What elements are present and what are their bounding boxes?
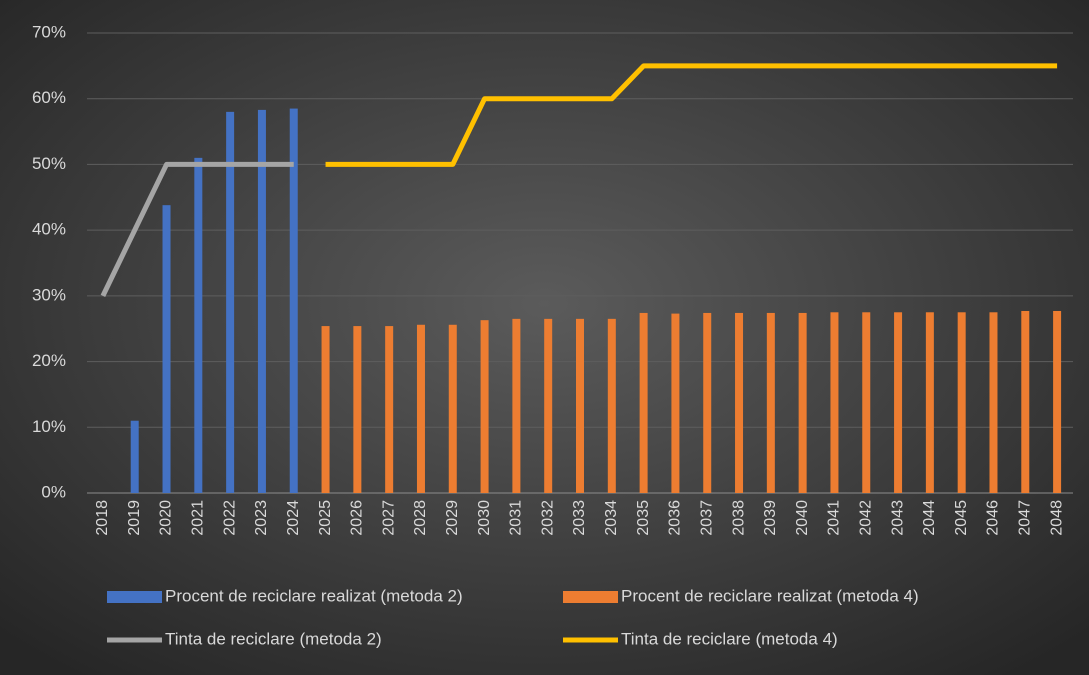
x-tick-label: 2020 <box>158 500 175 536</box>
x-tick-label: 2042 <box>857 500 874 536</box>
bar <box>639 312 648 493</box>
x-tick-label: 2030 <box>476 500 493 536</box>
bar <box>957 312 966 493</box>
bar <box>353 326 362 493</box>
bar <box>194 157 203 493</box>
x-tick-label: 2023 <box>253 500 270 536</box>
bar <box>735 312 744 493</box>
x-tick-label: 2028 <box>412 500 429 536</box>
y-tick-label: 50% <box>32 154 66 173</box>
x-tick-label: 2019 <box>126 500 143 536</box>
x-tick-label: 2035 <box>635 500 652 536</box>
x-tick-label: 2031 <box>508 500 525 536</box>
bar <box>416 324 425 493</box>
line <box>325 63 1058 167</box>
x-tick-label: 2018 <box>94 500 111 536</box>
legend-label: Tinta de reciclare (metoda 4) <box>621 629 838 648</box>
bar <box>766 312 775 493</box>
legend-swatch <box>107 591 162 603</box>
bar <box>480 320 489 493</box>
x-tick-label: 2032 <box>539 500 556 536</box>
legend-label: Tinta de reciclare (metoda 2) <box>165 629 382 648</box>
bar <box>703 312 712 493</box>
bar <box>607 318 616 493</box>
bar <box>925 312 934 493</box>
x-tick-label: 2021 <box>190 500 207 536</box>
x-tick-label: 2022 <box>221 500 238 536</box>
x-tick-label: 2029 <box>444 500 461 536</box>
x-tick-label: 2025 <box>317 500 334 536</box>
x-tick-label: 2037 <box>698 500 715 536</box>
legend-label: Procent de reciclare realizat (metoda 4) <box>621 586 919 605</box>
x-tick-label: 2039 <box>762 500 779 536</box>
bar <box>512 318 521 493</box>
bar <box>671 313 680 493</box>
x-tick-label: 2040 <box>794 500 811 536</box>
bar <box>989 312 998 493</box>
bar <box>544 318 553 493</box>
x-tick-label: 2026 <box>349 500 366 536</box>
y-tick-label: 0% <box>41 482 66 501</box>
x-tick-label: 2046 <box>985 500 1002 536</box>
y-tick-label: 60% <box>32 88 66 107</box>
bar <box>257 109 266 493</box>
line <box>100 161 294 297</box>
bar <box>385 326 394 493</box>
legend-swatch <box>563 591 618 603</box>
bar <box>289 108 298 494</box>
bar <box>576 318 584 493</box>
legend-label: Procent de reciclare realizat (metoda 2) <box>165 586 463 605</box>
y-tick-label: 40% <box>32 220 66 239</box>
x-tick-label: 2048 <box>1048 500 1065 536</box>
x-tick-label: 2041 <box>826 500 843 536</box>
bar <box>1053 310 1062 493</box>
x-tick-label: 2034 <box>603 500 620 536</box>
x-tick-label: 2044 <box>921 500 938 536</box>
y-tick-label: 70% <box>32 22 66 41</box>
bar <box>894 312 903 493</box>
x-tick-label: 2033 <box>571 500 588 536</box>
x-tick-label: 2043 <box>889 500 906 536</box>
x-tick-label: 2038 <box>730 500 747 536</box>
bar <box>130 420 139 493</box>
x-tick-label: 2036 <box>667 500 684 536</box>
x-tick-label: 2047 <box>1017 500 1034 536</box>
y-tick-label: 30% <box>32 285 66 304</box>
bar <box>798 312 807 493</box>
bar <box>321 326 330 493</box>
bar <box>226 111 235 493</box>
y-tick-label: 20% <box>32 351 66 370</box>
bar <box>1021 310 1030 493</box>
x-tick-label: 2027 <box>380 500 397 536</box>
y-tick-label: 10% <box>32 417 66 436</box>
bar <box>862 312 871 493</box>
bar <box>162 205 171 493</box>
x-tick-label: 2045 <box>953 500 970 536</box>
x-tick-label: 2024 <box>285 500 302 536</box>
bar <box>830 312 839 493</box>
bar <box>448 324 457 493</box>
